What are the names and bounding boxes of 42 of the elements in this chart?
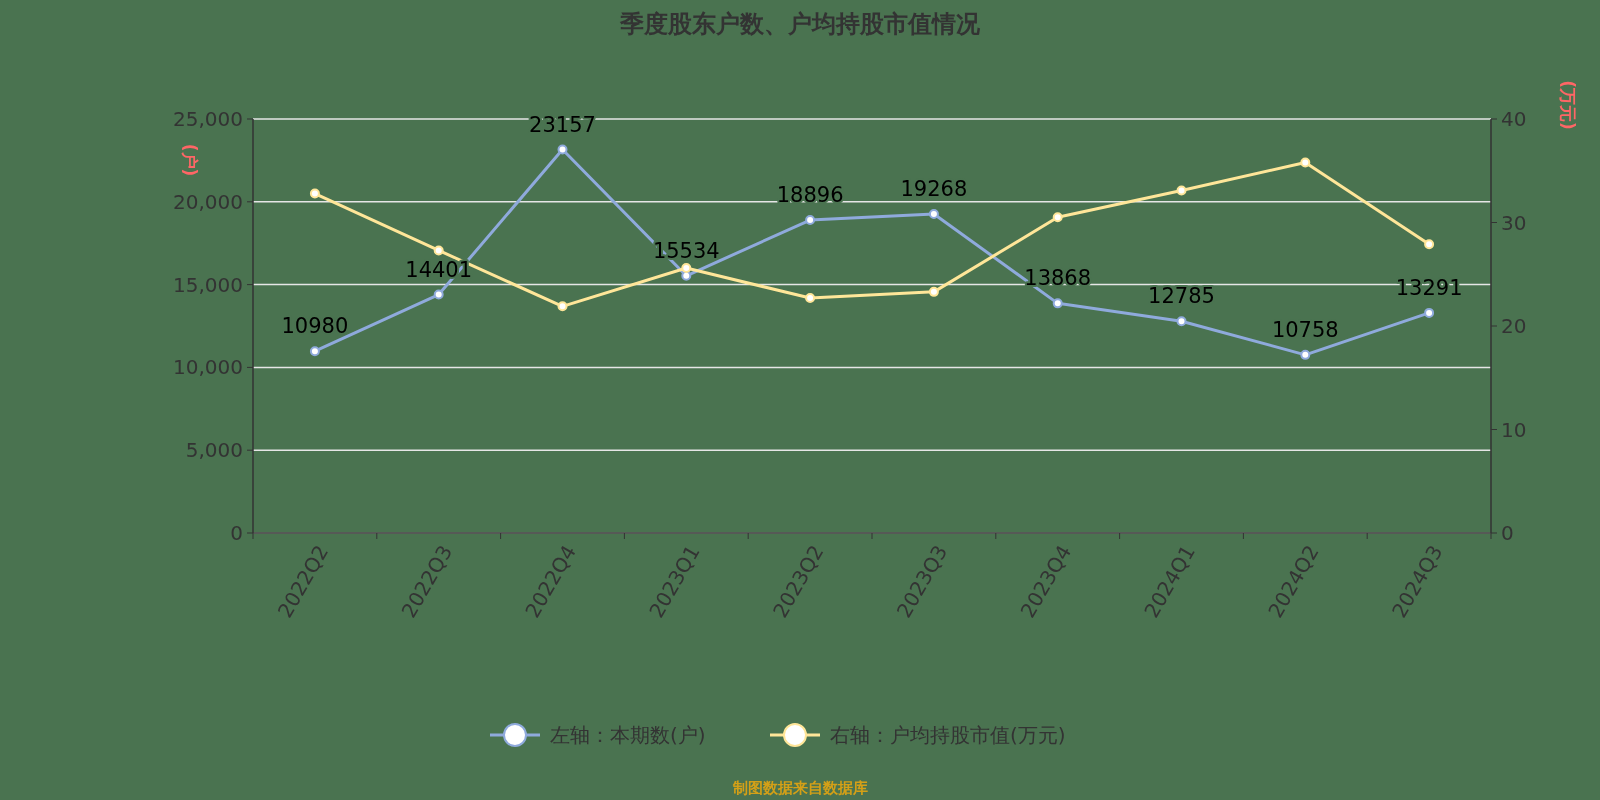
point [928,208,939,219]
y-tick-label: 20,000 [173,189,243,214]
y2-tick-label: 0 [1501,521,1514,545]
point [805,293,816,304]
y2-tick-label: 30 [1501,210,1527,235]
legend-label: 右轴：户均持股市值(万元) [830,723,1066,747]
point [928,286,939,297]
y2-tick-label: 10 [1501,417,1527,442]
point [1424,239,1435,250]
point [1052,298,1063,309]
text: 制图数据来自数据库 [731,779,868,797]
point [1176,316,1187,327]
point [1176,185,1187,196]
data-label: 12785 [1148,284,1215,309]
point [1052,212,1063,223]
point [557,144,568,155]
point [433,289,444,300]
data-label: 23157 [529,112,596,137]
data-label: 10758 [1271,317,1339,342]
point [309,188,320,199]
point [681,263,692,274]
point [557,301,568,312]
point [433,245,444,256]
y-tick-label: 25,000 [173,107,243,131]
point [309,346,320,357]
y2-tick-label: 40 [1501,107,1527,131]
y-tick-label: 15,000 [173,272,243,297]
data-label: 18896 [776,183,844,208]
legend-label: 左轴：本期数(户) [550,723,706,747]
point [1424,307,1435,318]
y-tick-label: 0 [230,521,243,545]
point [1300,157,1311,168]
data-label: 10980 [281,314,349,339]
y-axis-title: (户) [180,143,201,177]
point [805,215,816,226]
chart-title: 季度股东户数、户均持股市值情况 [619,10,981,38]
y2-axis-title: (万元) [1558,80,1579,130]
y-tick-label: 10,000 [173,355,243,380]
y2-tick-label: 20 [1501,314,1527,338]
point [1300,349,1311,360]
y-tick-label: 5,000 [185,438,243,463]
data-label: 19268 [900,176,968,201]
